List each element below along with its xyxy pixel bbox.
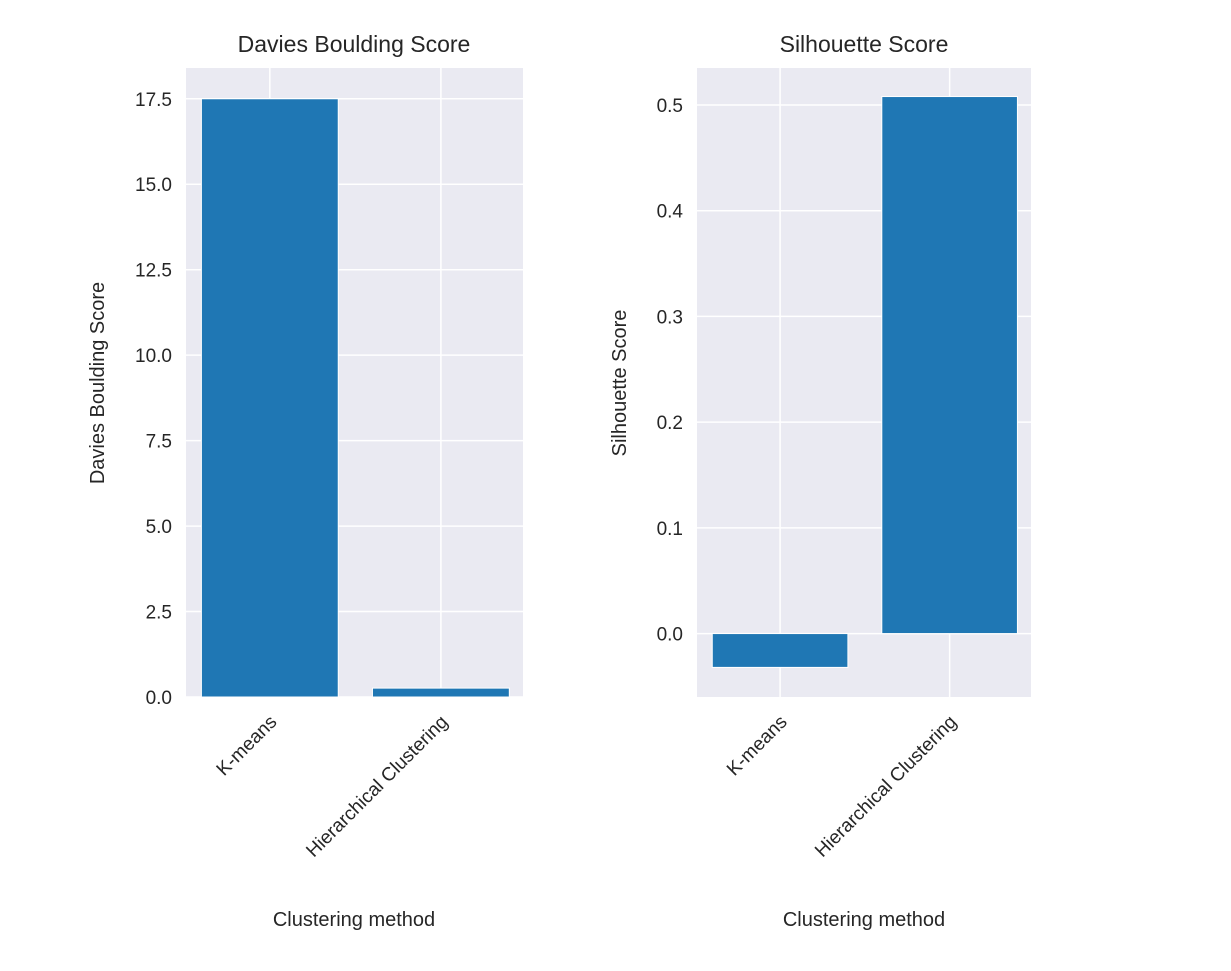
x-axis-label: Clustering method: [273, 909, 435, 931]
y-tick-label: 12.5: [135, 261, 172, 282]
y-tick-label: 0.1: [657, 519, 683, 540]
x-tick-label: K-means: [213, 712, 282, 781]
y-tick-label: 7.5: [146, 432, 172, 453]
y-tick-label: 0.2: [657, 413, 683, 434]
y-axis-label: Davies Boulding Score: [87, 282, 109, 484]
y-tick-label: 0.4: [657, 202, 684, 223]
y-tick-label: 17.5: [135, 90, 172, 111]
y-tick-label: 0.5: [657, 96, 683, 117]
y-tick-label: 5.0: [146, 517, 172, 538]
plot-area: [697, 68, 1031, 697]
y-axis-label: Silhouette Score: [609, 310, 631, 457]
y-tick-label: 0.0: [146, 688, 172, 709]
bar-hierarchical-clustering: [881, 96, 1018, 635]
bar-k-means: [200, 98, 339, 698]
bar-hierarchical-clustering: [371, 687, 510, 698]
y-tick-label: 0.0: [657, 625, 683, 646]
y-tick-label: 15.0: [135, 175, 172, 196]
y-tick-label: 10.0: [135, 346, 172, 367]
chart-title: Silhouette Score: [780, 31, 949, 57]
silhouette-chart: Silhouette Score Clustering method Silho…: [609, 31, 1031, 931]
y-tick-label: 0.3: [657, 307, 683, 328]
plot-area: [186, 68, 523, 698]
x-tick-label: Hierarchical Clustering: [302, 712, 452, 862]
davies-boulding-chart: Davies Boulding Score Clustering method …: [87, 31, 523, 931]
chart-title: Davies Boulding Score: [238, 31, 471, 57]
bar-k-means: [711, 633, 849, 668]
x-tick-label: K-means: [723, 712, 792, 781]
x-tick-label: Hierarchical Clustering: [811, 712, 961, 862]
x-axis-label: Clustering method: [783, 909, 945, 931]
y-tick-label: 2.5: [146, 603, 172, 624]
